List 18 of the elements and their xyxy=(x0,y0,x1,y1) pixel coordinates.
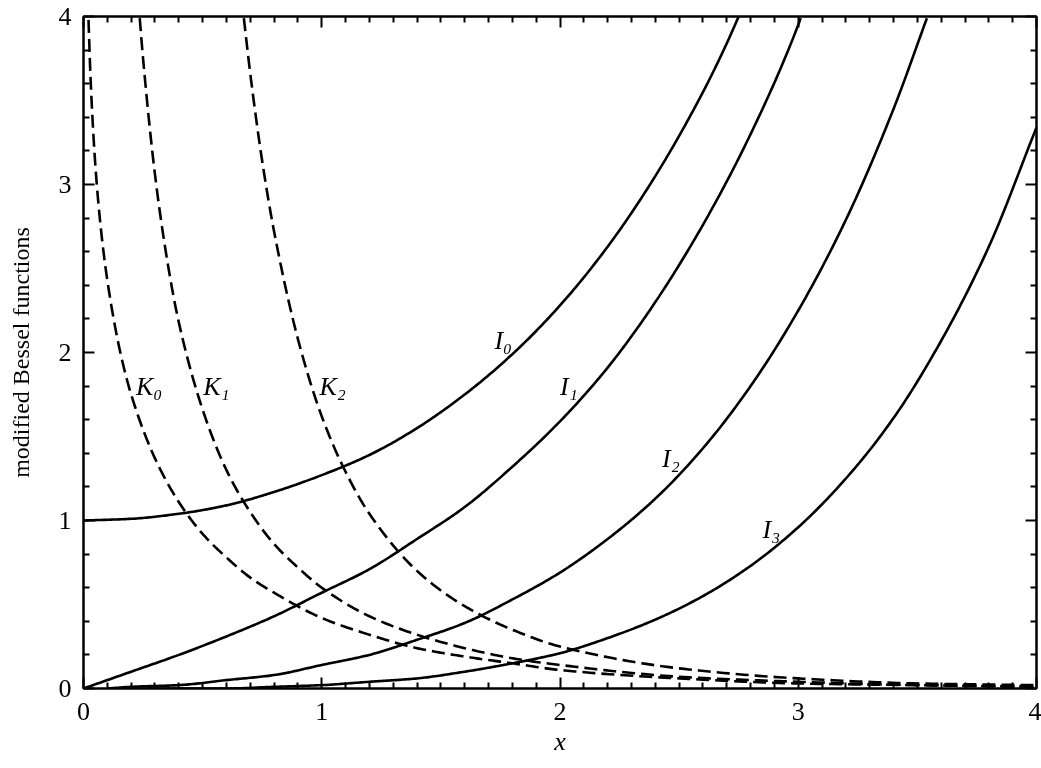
x-tick-label: 3 xyxy=(791,696,805,726)
series-label: I₃ xyxy=(761,514,781,544)
series-label: K₀ xyxy=(135,371,163,401)
x-tick-label: 4 xyxy=(1028,696,1041,726)
y-tick-label: 0 xyxy=(58,674,72,703)
series-label: I₁ xyxy=(559,371,578,401)
y-tick-label: 4 xyxy=(58,2,72,31)
y-tick-label: 1 xyxy=(58,506,72,535)
x-axis-title: x xyxy=(553,726,567,756)
x-tick-label: 2 xyxy=(553,696,567,726)
x-tick-label: 1 xyxy=(315,696,329,726)
y-tick-label: 2 xyxy=(58,338,72,367)
series-label: I₀ xyxy=(493,325,513,355)
series-label: I₂ xyxy=(661,443,680,473)
y-tick-label: 3 xyxy=(58,170,72,199)
series-label: K₂ xyxy=(318,371,346,401)
y-axis-title: modified Bessel functions xyxy=(7,227,34,478)
series-label: K₁ xyxy=(202,371,230,401)
